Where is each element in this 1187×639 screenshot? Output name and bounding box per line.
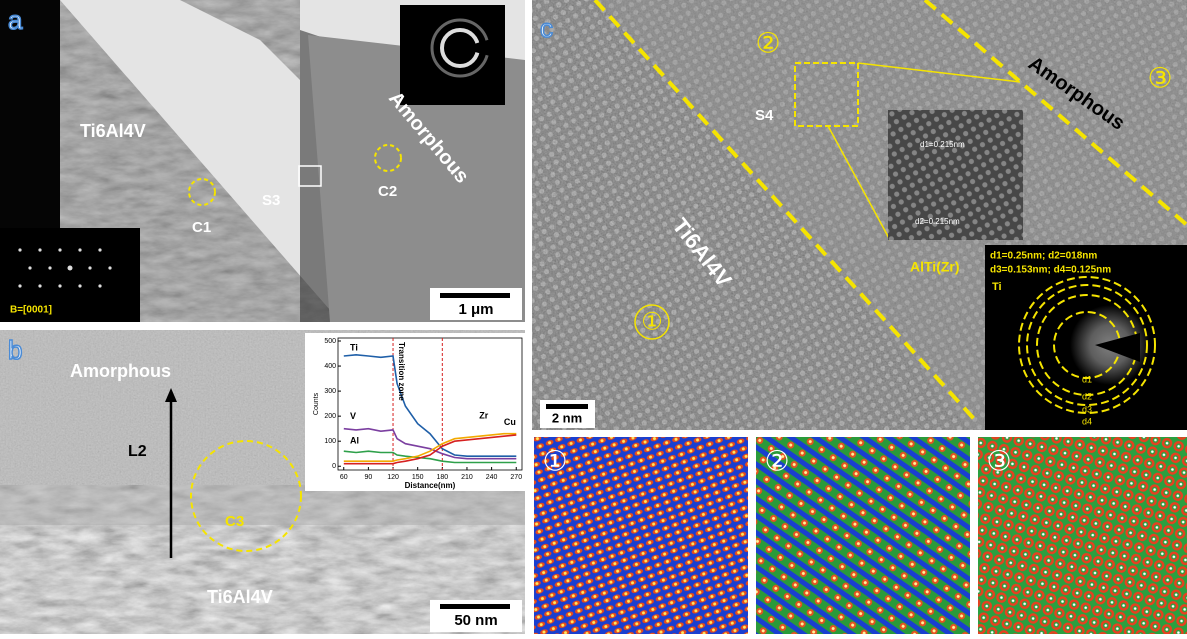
- x-tick-label: 150: [412, 474, 424, 481]
- ring-label: d3: [1082, 404, 1092, 414]
- series-label: Zr: [479, 411, 488, 421]
- saed-line: d3=0.153nm; d4=0.125nm: [990, 265, 1111, 276]
- x-tick-label: 240: [486, 474, 498, 481]
- panel-label: a: [8, 5, 23, 35]
- region-label: ①: [542, 445, 567, 476]
- series-label: Cu: [504, 417, 516, 427]
- circle-label: C3: [225, 513, 244, 530]
- x-tick-label: 270: [510, 474, 522, 481]
- fft-d1: d1=0.215nm: [920, 140, 965, 149]
- saed-phase: Ti: [992, 281, 1002, 293]
- x-tick-label: 120: [387, 474, 399, 481]
- circle-label: C2: [378, 183, 397, 200]
- ring-label: d2: [1082, 391, 1092, 401]
- x-tick-label: 60: [340, 474, 348, 481]
- region-label: ③: [1147, 62, 1172, 93]
- panel-label: b: [8, 335, 22, 365]
- region-label: ②: [755, 27, 780, 58]
- x-tick-label: 180: [436, 474, 448, 481]
- material-label: Ti6Al4V: [80, 121, 146, 141]
- circle-label: C1: [192, 219, 211, 236]
- panel-a: B=[0001] a Ti6Al4V C1 S3 C2 Amorphous 1 …: [0, 0, 525, 322]
- y-tick-label: 400: [324, 363, 336, 370]
- scale-bar: 50 nm: [454, 612, 497, 629]
- material-label: Ti6Al4V: [207, 587, 273, 607]
- scale-bar: 2 nm: [552, 410, 582, 425]
- box-label: S4: [755, 107, 774, 124]
- series-label: V: [350, 411, 356, 421]
- bottom-panels: ① ② ③: [534, 437, 1187, 634]
- y-tick-label: 500: [324, 338, 336, 345]
- series-label: Ti: [350, 342, 358, 352]
- fft-d2: d2=0.215nm: [915, 217, 960, 226]
- ring-label: d4: [1082, 416, 1092, 426]
- y-axis-label: Counts: [313, 392, 320, 415]
- figure: B=[0001] a Ti6Al4V C1 S3 C2 Amorphous 1 …: [0, 0, 1187, 634]
- region-label: ③: [986, 445, 1011, 476]
- ring-label: d1: [1082, 374, 1092, 384]
- y-tick-label: 100: [324, 438, 336, 445]
- y-tick-label: 300: [324, 388, 336, 395]
- panel-b: b Amorphous L2 C3 Ti6Al4V 50 nm 0 100 200 3…: [0, 330, 525, 634]
- panel-c: c Ti6Al4V Amorphous ① ② ③ S4 d1=0.215nm …: [532, 0, 1187, 430]
- x-axis-label: Distance(nm): [405, 481, 456, 490]
- amorphous-label: Amorphous: [70, 361, 171, 381]
- annotation: Transition zone: [397, 342, 406, 401]
- y-tick-label: 0: [332, 463, 336, 470]
- region-label: ②: [764, 445, 789, 476]
- box-label: S3: [262, 192, 280, 209]
- series-label: Al: [350, 436, 359, 446]
- phase-label: AlTi(Zr): [910, 259, 960, 275]
- region-label: ①: [641, 308, 663, 335]
- y-tick-label: 200: [324, 413, 336, 420]
- x-tick-label: 90: [364, 474, 372, 481]
- zone-axis: B=[0001]: [10, 305, 52, 316]
- arrow-label: L2: [128, 443, 147, 460]
- saed-line: d1=0.25nm; d2=018nm: [990, 251, 1097, 262]
- x-tick-label: 210: [461, 474, 473, 481]
- scale-bar: 1 μm: [458, 301, 493, 318]
- panel-label: c: [540, 13, 553, 43]
